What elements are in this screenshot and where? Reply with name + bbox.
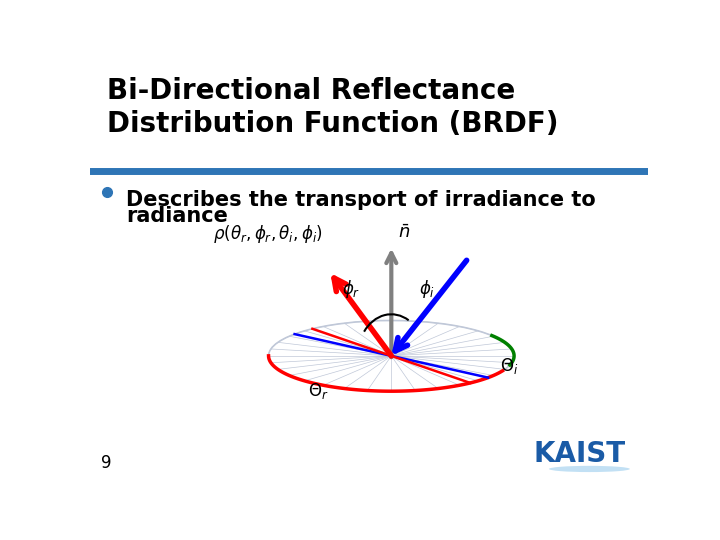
Text: $\Theta_r$: $\Theta_r$ (308, 381, 329, 401)
Text: KAIST: KAIST (534, 440, 626, 468)
Text: $\Theta_i$: $\Theta_i$ (500, 356, 518, 376)
Text: $\bar{n}$: $\bar{n}$ (398, 224, 410, 241)
Text: $\rho(\theta_r, \phi_r, \theta_i, \phi_i)$: $\rho(\theta_r, \phi_r, \theta_i, \phi_i… (213, 223, 323, 245)
Ellipse shape (364, 348, 418, 364)
Ellipse shape (337, 340, 446, 372)
Text: $\phi_i$: $\phi_i$ (419, 278, 436, 300)
Ellipse shape (282, 325, 500, 387)
Ellipse shape (549, 466, 630, 472)
Text: Describes the transport of irradiance to: Describes the transport of irradiance to (126, 190, 596, 210)
Ellipse shape (323, 336, 459, 375)
Ellipse shape (310, 332, 473, 380)
Ellipse shape (296, 328, 487, 383)
Ellipse shape (378, 352, 405, 360)
Text: $\phi_r$: $\phi_r$ (342, 278, 361, 300)
Text: 9: 9 (101, 454, 112, 472)
Text: Bi-Directional Reflectance
Distribution Function (BRDF): Bi-Directional Reflectance Distribution … (107, 77, 558, 138)
Text: radiance: radiance (126, 206, 228, 226)
Ellipse shape (269, 321, 514, 391)
Ellipse shape (351, 344, 432, 368)
